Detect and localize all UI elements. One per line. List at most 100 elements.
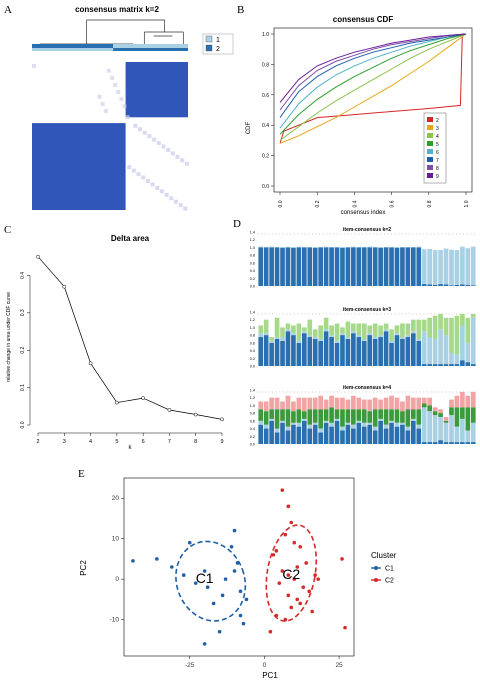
consensus-bar-segment xyxy=(465,362,471,366)
consensus-bar-segment xyxy=(285,426,291,431)
x-axis-label: consensus index xyxy=(341,210,386,216)
legend-box xyxy=(423,112,447,184)
consensus-bar-segment xyxy=(400,338,405,366)
panel-title: item-consensus k=3 xyxy=(343,307,391,313)
y-axis-label: relative change in area under CDF curve xyxy=(6,292,12,382)
legend-label-k9: 9 xyxy=(436,174,439,180)
consensus-bar-segment xyxy=(280,247,285,286)
consensus-bar-segment xyxy=(269,409,274,419)
consensus-bar-segment xyxy=(302,411,307,419)
heatmap-cell xyxy=(183,206,188,211)
consensus-bar-segment xyxy=(334,247,340,286)
consensus-bar-segment xyxy=(258,333,264,338)
consensus-bar-segment xyxy=(318,428,323,433)
consensus-bar-segment xyxy=(438,284,443,286)
consensus-bar-segment xyxy=(334,340,340,343)
consensus-bar-segment xyxy=(280,327,285,338)
consensus-bar-segment xyxy=(443,248,449,285)
consensus-matrix-chart: consensus matrix k=2 12 xyxy=(32,5,234,211)
point-c1 xyxy=(223,577,228,581)
consensus-bar-segment xyxy=(345,321,351,338)
heatmap-cell xyxy=(138,127,143,132)
consensus-bar-segment xyxy=(312,424,318,444)
consensus-bar-segment xyxy=(460,442,465,444)
legend-label-k6: 6 xyxy=(436,150,439,156)
heatmap-cell xyxy=(119,97,124,102)
x-tick-label: -25 xyxy=(185,662,195,669)
consensus-bar-segment xyxy=(291,246,296,248)
consensus-bar-segment xyxy=(269,342,274,366)
consensus-bar-segment xyxy=(421,364,427,366)
delta-point xyxy=(36,254,40,259)
consensus-bar-segment xyxy=(432,415,438,443)
consensus-bar-segment xyxy=(323,422,329,444)
y-tick-label: 0.8 xyxy=(250,412,255,416)
panel-title: item-consensus k=4 xyxy=(343,385,391,391)
consensus-bar-segment xyxy=(432,338,438,365)
point-c1 xyxy=(202,569,207,573)
consensus-bar-segment xyxy=(351,424,356,429)
consensus-bar-segment xyxy=(372,397,378,410)
consensus-bar-segment xyxy=(432,250,438,285)
point-c2 xyxy=(283,617,288,622)
point-c1 xyxy=(202,642,207,646)
consensus-bar-segment xyxy=(383,428,389,444)
consensus-bar-segment xyxy=(416,338,422,341)
consensus-bar-segment xyxy=(258,409,264,421)
consensus-bar-segment xyxy=(274,247,280,286)
consensus-bar-segment xyxy=(460,325,465,361)
consensus-bar-segment xyxy=(312,338,318,366)
y-tick-label: 0.2 xyxy=(20,347,26,354)
y-tick-label: 10 xyxy=(112,536,120,543)
consensus-bar-segment xyxy=(340,246,345,248)
consensus-bar-segment xyxy=(329,247,334,286)
consensus-bar-segment xyxy=(274,337,280,339)
consensus-bar-segment xyxy=(351,331,356,334)
y-tick-label: 1.2 xyxy=(250,396,255,400)
legend-swatch-k4 xyxy=(427,133,433,138)
consensus-bar-segment xyxy=(361,340,367,366)
consensus-bar-segment xyxy=(351,333,356,366)
consensus-bar-segment xyxy=(465,442,471,444)
consensus-bar-segment xyxy=(296,422,302,427)
consensus-bar-segment xyxy=(411,319,416,332)
consensus-bar-segment xyxy=(274,397,280,410)
legend-point-c1 xyxy=(374,566,378,570)
consensus-bar-segment xyxy=(389,422,394,444)
consensus-bar-segment xyxy=(312,409,318,423)
consensus-bar-segment xyxy=(383,329,389,332)
heatmap-cell xyxy=(131,168,136,173)
consensus-bar-segment xyxy=(389,342,394,366)
point-c2 xyxy=(295,565,300,569)
consensus-bar-segment xyxy=(383,247,389,286)
consensus-bar-segment xyxy=(345,337,351,339)
consensus-bar-segment xyxy=(291,325,296,334)
point-c2 xyxy=(274,549,279,553)
consensus-bar-segment xyxy=(356,422,362,444)
consensus-bar-segment xyxy=(312,422,318,425)
consensus-bar-segment xyxy=(334,342,340,366)
point-c2 xyxy=(316,577,320,581)
consensus-bar-segment xyxy=(394,325,400,334)
consensus-bar-segment xyxy=(378,337,383,366)
consensus-bar-segment xyxy=(372,426,378,431)
point-c2 xyxy=(271,553,276,557)
point-c2 xyxy=(298,544,303,549)
consensus-bar-segment xyxy=(465,430,471,443)
y-tick-label: 0.4 xyxy=(262,123,269,129)
consensus-bar-segment xyxy=(307,428,313,444)
consensus-bar-segment xyxy=(427,405,432,412)
consensus-bar-segment xyxy=(307,335,313,338)
consensus-bar-segment xyxy=(302,247,307,286)
consensus-bar-segment xyxy=(432,315,438,339)
consensus-bar-segment xyxy=(318,395,323,410)
consensus-bar-segment xyxy=(318,340,323,366)
consensus-bar-segment xyxy=(389,247,394,286)
consensus-bar-segment xyxy=(427,411,432,443)
heatmap-cell xyxy=(103,109,108,114)
consensus-bar-segment xyxy=(291,247,296,286)
consensus-bar-segment xyxy=(405,335,411,338)
consensus-bar-segment xyxy=(302,397,307,412)
consensus-bar-segment xyxy=(285,331,291,366)
y-tick-label: 0 xyxy=(115,576,119,583)
